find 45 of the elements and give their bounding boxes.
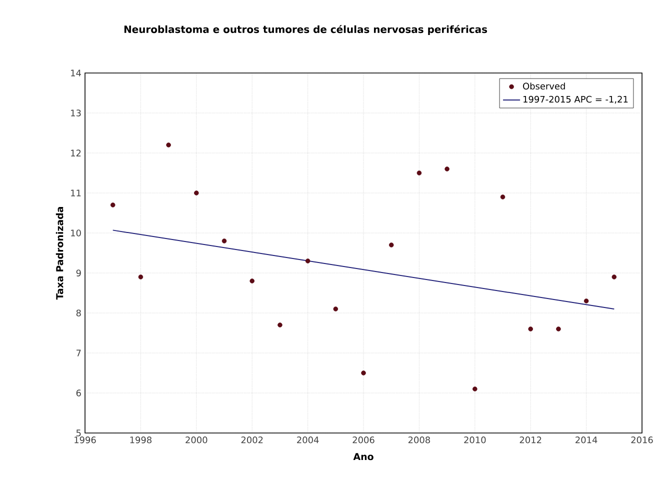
x-tick-label: 2016 (631, 436, 653, 444)
point (500, 194, 506, 200)
point (194, 190, 199, 196)
y-tick-label: 11 (71, 190, 81, 196)
point (250, 278, 254, 284)
point (278, 322, 282, 328)
x-tick-label: 2006 (352, 436, 374, 444)
y-tick-label: 5 (76, 430, 81, 436)
x-tick-label: 2000 (186, 436, 208, 444)
y-tick-label: 7 (76, 350, 81, 356)
point (222, 238, 227, 244)
point (584, 298, 589, 304)
point (388, 242, 394, 248)
point (612, 274, 617, 280)
point (361, 370, 366, 376)
y-tick-label: 9 (76, 270, 81, 276)
point (472, 386, 478, 392)
point (110, 202, 116, 208)
chart-title: Neuroblastoma e outros tumores de células nervosas periféricas (124, 24, 488, 36)
y-tick-label: 12 (71, 150, 81, 156)
legend-label: 1997-2015 APC = -1,21 (524, 96, 628, 104)
point (556, 326, 561, 332)
y-tick-label: 13 (71, 110, 81, 116)
point (528, 326, 533, 332)
x-axis-title: Ano (353, 453, 374, 460)
point (333, 306, 338, 312)
y-tick-label: 6 (76, 390, 81, 396)
x-tick-label: 2008 (408, 436, 430, 444)
point (166, 142, 171, 148)
x-tick-label: 1998 (130, 436, 152, 444)
y-tick-label: 10 (71, 230, 81, 236)
y-tick-label: 14 (71, 70, 81, 76)
x-tick-label: 2004 (297, 436, 319, 444)
y-tick-label: 8 (76, 310, 81, 316)
point (305, 258, 310, 264)
x-tick-label: 2002 (241, 436, 263, 444)
x-tick-label: 2014 (576, 436, 598, 444)
x-tick-label: 2010 (464, 436, 486, 444)
point (444, 166, 450, 172)
point (138, 274, 144, 280)
legend-label: Observed (523, 82, 565, 90)
x-tick-label: 1996 (74, 436, 96, 444)
x-tick-label: 2012 (520, 436, 542, 444)
y-axis-title: Taxa Padronizada (56, 206, 64, 300)
point (416, 170, 422, 176)
